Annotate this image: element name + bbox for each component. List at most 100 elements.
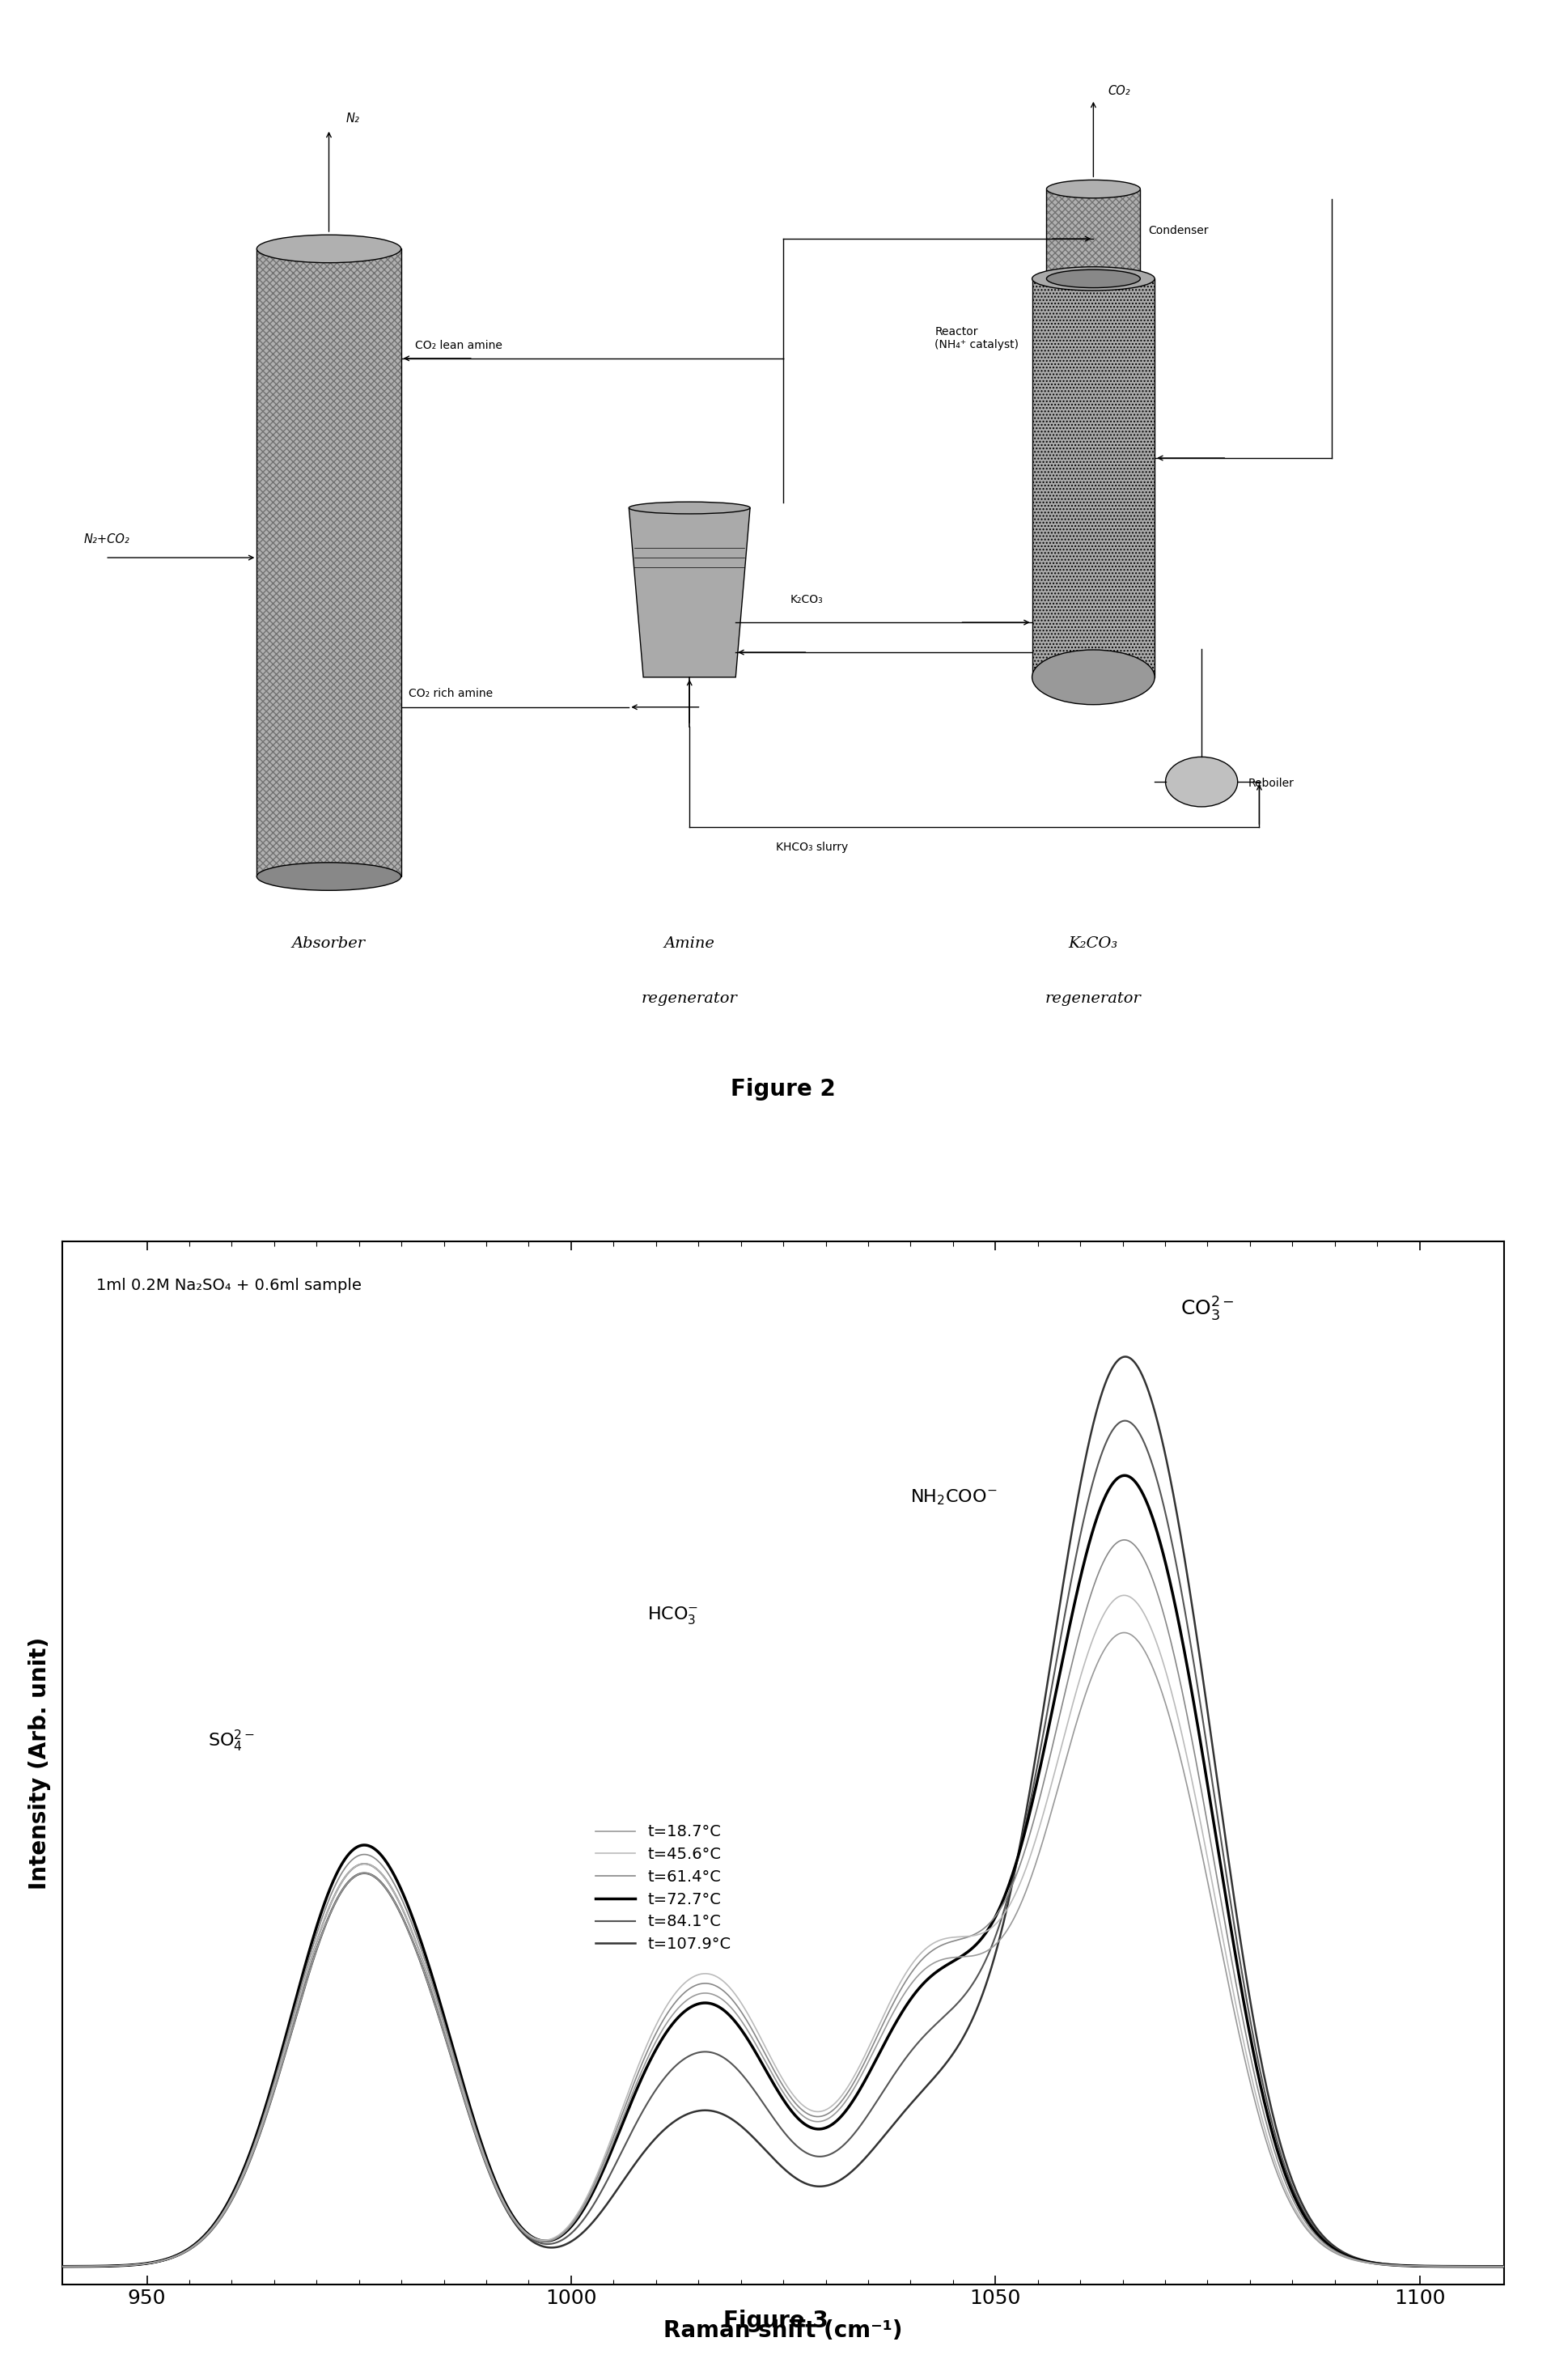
Text: CO₂: CO₂ <box>1107 86 1131 98</box>
t=61.4°C <box>1453 2251 1472 2280</box>
t=72.7°C <box>1495 2251 1514 2280</box>
Bar <box>257 250 402 876</box>
t=107.9°C <box>1190 1635 1208 1664</box>
Bar <box>1047 188 1140 278</box>
t=61.4°C <box>1495 2251 1514 2280</box>
Line: t=72.7°C: t=72.7°C <box>62 1476 1504 2266</box>
t=45.6°C <box>1453 2251 1472 2280</box>
t=45.6°C <box>1495 2251 1514 2280</box>
Polygon shape <box>628 507 751 678</box>
t=72.7°C <box>717 1997 735 2025</box>
t=72.7°C <box>1453 2251 1472 2280</box>
t=61.4°C <box>717 1978 735 2006</box>
Ellipse shape <box>257 862 402 890</box>
t=61.4°C <box>1190 1761 1208 1790</box>
Line: t=45.6°C: t=45.6°C <box>62 1595 1504 2266</box>
Text: Absorber: Absorber <box>292 935 366 952</box>
t=84.1°C <box>1190 1678 1208 1706</box>
Ellipse shape <box>1031 267 1154 290</box>
Text: 1ml 0.2M Na₂SO₄ + 0.6ml sample: 1ml 0.2M Na₂SO₄ + 0.6ml sample <box>96 1278 361 1292</box>
Circle shape <box>1165 757 1238 807</box>
Bar <box>257 250 402 876</box>
Line: t=107.9°C: t=107.9°C <box>62 1357 1504 2266</box>
t=18.7°C <box>717 1987 735 2016</box>
Text: Figure 2: Figure 2 <box>731 1078 836 1100</box>
Bar <box>1031 278 1154 678</box>
Ellipse shape <box>257 236 402 262</box>
t=84.1°C <box>1453 2251 1472 2280</box>
t=61.4°C <box>126 2251 144 2280</box>
Text: HCO$_3^{-}$: HCO$_3^{-}$ <box>647 1604 698 1626</box>
t=84.1°C <box>1495 2251 1514 2280</box>
t=107.9°C <box>1117 1342 1135 1371</box>
Text: SO$_4^{2-}$: SO$_4^{2-}$ <box>208 1728 256 1754</box>
t=61.4°C <box>1453 2251 1472 2280</box>
Text: KHCO₃ slurry: KHCO₃ slurry <box>776 843 848 852</box>
Line: t=61.4°C: t=61.4°C <box>62 1540 1504 2266</box>
t=84.1°C <box>717 2044 735 2073</box>
Text: K₂CO₃: K₂CO₃ <box>1069 935 1118 952</box>
Bar <box>1031 278 1154 678</box>
t=61.4°C <box>53 2251 71 2280</box>
X-axis label: Raman shift (cm⁻¹): Raman shift (cm⁻¹) <box>664 2320 903 2342</box>
t=61.4°C <box>754 2037 772 2066</box>
t=107.9°C <box>53 2251 71 2280</box>
t=84.1°C <box>1115 1407 1134 1435</box>
Text: regenerator: regenerator <box>642 990 738 1007</box>
Text: CO$_3^{2-}$: CO$_3^{2-}$ <box>1180 1295 1235 1323</box>
t=107.9°C <box>1453 2251 1472 2280</box>
Text: NH$_2$COO$^{-}$: NH$_2$COO$^{-}$ <box>910 1488 997 1507</box>
t=45.6°C <box>1453 2251 1472 2280</box>
Ellipse shape <box>1031 666 1154 690</box>
Text: CO₂ rich amine: CO₂ rich amine <box>408 688 493 700</box>
t=72.7°C <box>1115 1461 1134 1490</box>
t=45.6°C <box>754 2028 772 2056</box>
t=84.1°C <box>754 2090 772 2118</box>
t=45.6°C <box>53 2251 71 2280</box>
Text: N₂: N₂ <box>346 112 360 124</box>
t=72.7°C <box>754 2052 772 2080</box>
t=61.4°C <box>1115 1526 1134 1554</box>
t=107.9°C <box>126 2251 144 2280</box>
t=18.7°C <box>53 2251 71 2280</box>
t=72.7°C <box>1190 1716 1208 1745</box>
t=18.7°C <box>1190 1823 1208 1852</box>
t=84.1°C <box>53 2251 71 2280</box>
t=18.7°C <box>1453 2251 1472 2280</box>
Ellipse shape <box>1031 650 1154 704</box>
Text: Figure 3: Figure 3 <box>723 2311 828 2332</box>
Bar <box>1047 188 1140 278</box>
t=18.7°C <box>126 2251 144 2280</box>
t=107.9°C <box>1453 2251 1472 2280</box>
Text: Reboiler: Reboiler <box>1247 778 1294 790</box>
t=107.9°C <box>1495 2251 1514 2280</box>
Y-axis label: Intensity (Arb. unit): Intensity (Arb. unit) <box>28 1637 51 1890</box>
t=45.6°C <box>717 1968 735 1997</box>
Text: regenerator: regenerator <box>1045 990 1142 1007</box>
t=18.7°C <box>754 2044 772 2073</box>
Text: Reactor
(NH₄⁺ catalyst): Reactor (NH₄⁺ catalyst) <box>935 326 1019 350</box>
t=107.9°C <box>717 2102 735 2130</box>
t=18.7°C <box>1453 2251 1472 2280</box>
Text: Condenser: Condenser <box>1148 226 1208 236</box>
t=45.6°C <box>1190 1799 1208 1828</box>
t=18.7°C <box>1115 1618 1134 1647</box>
t=45.6°C <box>1115 1580 1134 1609</box>
t=18.7°C <box>1495 2251 1514 2280</box>
Ellipse shape <box>1047 269 1140 288</box>
t=84.1°C <box>1453 2251 1472 2280</box>
t=72.7°C <box>1453 2251 1472 2280</box>
Text: K₂CO₃: K₂CO₃ <box>791 593 824 605</box>
Legend: t=18.7°C, t=45.6°C, t=61.4°C, t=72.7°C, t=84.1°C, t=107.9°C: t=18.7°C, t=45.6°C, t=61.4°C, t=72.7°C, … <box>589 1818 737 1959</box>
Text: CO₂ lean amine: CO₂ lean amine <box>416 340 503 350</box>
t=45.6°C <box>126 2251 144 2280</box>
t=72.7°C <box>126 2251 144 2280</box>
Text: Amine: Amine <box>664 935 715 952</box>
t=84.1°C <box>126 2251 144 2280</box>
Line: t=84.1°C: t=84.1°C <box>62 1421 1504 2266</box>
Line: t=18.7°C: t=18.7°C <box>62 1633 1504 2266</box>
t=72.7°C <box>53 2251 71 2280</box>
t=107.9°C <box>754 2132 772 2161</box>
Ellipse shape <box>628 502 751 514</box>
Text: N₂+CO₂: N₂+CO₂ <box>84 533 130 545</box>
